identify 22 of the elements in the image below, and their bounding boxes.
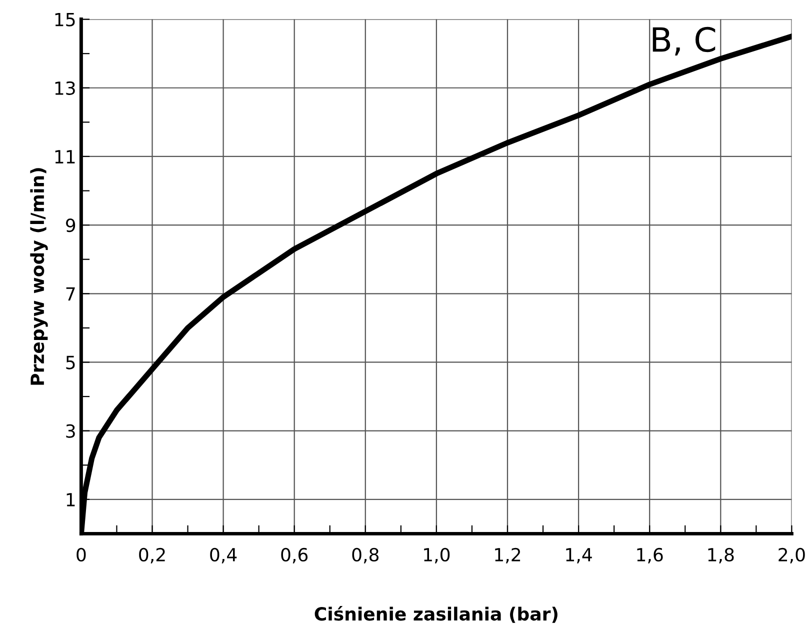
x-tick-label: 0 bbox=[76, 548, 86, 562]
x-tick-label: 0,2 bbox=[139, 548, 165, 564]
x-tick-label: 1,6 bbox=[637, 548, 663, 564]
y-tick-label: 5 bbox=[66, 356, 75, 370]
y-tick-label: 7 bbox=[66, 287, 75, 300]
x-tick-label: 1,4 bbox=[566, 548, 592, 564]
y-tick-label: 1 bbox=[66, 493, 75, 506]
x-tick-label: 1,2 bbox=[495, 548, 520, 564]
y-tick-label: 11 bbox=[55, 150, 75, 164]
x-tick-label: 0,4 bbox=[210, 548, 237, 564]
y-axis-title: Przepyw wody (l/min) bbox=[30, 168, 48, 385]
annotation: B, C bbox=[652, 26, 716, 56]
y-tick-label: 15 bbox=[55, 12, 75, 26]
x-axis-title: Ciśnienie zasilania (bar) bbox=[314, 606, 558, 623]
x-tick-label: 1,0 bbox=[424, 548, 450, 564]
x-tick-label: 2,0 bbox=[778, 548, 805, 564]
x-tick-label: 0,8 bbox=[352, 548, 379, 564]
y-tick-label: 9 bbox=[66, 218, 76, 232]
y-tick-label: 3 bbox=[66, 424, 75, 438]
x-tick-label: 1,8 bbox=[708, 548, 734, 564]
x-tick-label: 0,6 bbox=[281, 548, 308, 564]
y-tick-label: 13 bbox=[55, 81, 75, 95]
